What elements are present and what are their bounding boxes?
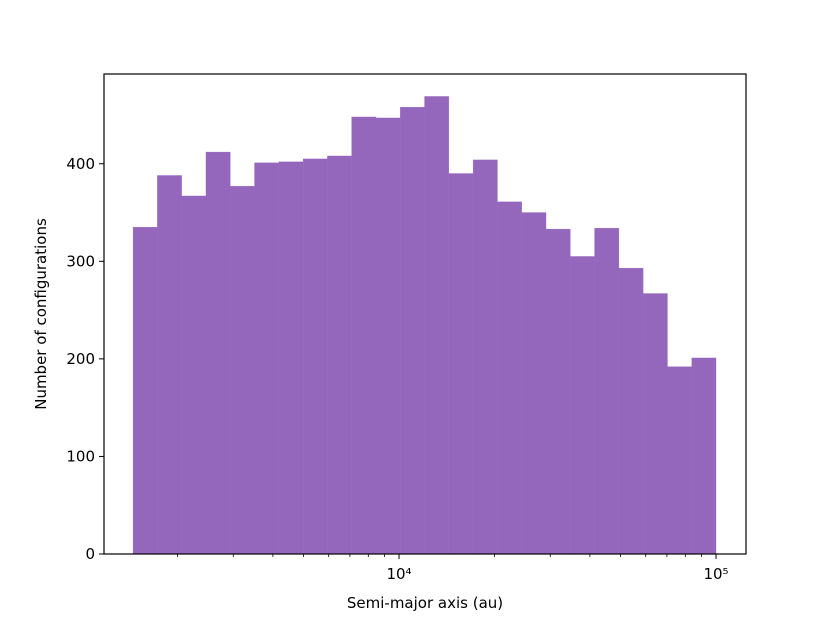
bar: [545, 228, 571, 555]
bar: [278, 161, 304, 555]
bar: [254, 162, 280, 555]
bar: [497, 201, 522, 555]
bar: [302, 158, 328, 555]
x-tick-label: 10⁴: [386, 565, 411, 583]
bar: [230, 185, 255, 555]
bar: [594, 227, 620, 555]
x-axis-label: Semi-major axis (au): [347, 594, 503, 612]
y-axis-label: Number of configurations: [32, 218, 50, 410]
bar: [181, 195, 207, 555]
axes-frame: [103, 73, 747, 555]
y-tick-label: 400: [66, 155, 95, 173]
bar: [157, 175, 182, 555]
bar: [132, 226, 158, 555]
bar: [472, 159, 498, 555]
x-tick-label: 10⁵: [703, 565, 728, 583]
y-tick-label: 300: [66, 252, 95, 270]
bar: [521, 212, 547, 555]
bar: [570, 256, 595, 555]
bar: [205, 151, 231, 555]
y-tick-label: 0: [85, 545, 95, 563]
bar: [400, 106, 425, 555]
y-tick-label: 200: [66, 350, 95, 368]
bar: [691, 357, 717, 555]
bar: [448, 173, 474, 555]
bar: [667, 366, 692, 555]
bar: [618, 267, 644, 555]
bar: [375, 117, 401, 555]
bar: [327, 155, 352, 555]
bar: [642, 293, 668, 555]
y-tick-label: 100: [66, 447, 95, 465]
bar: [351, 116, 377, 555]
bar: [424, 96, 450, 555]
